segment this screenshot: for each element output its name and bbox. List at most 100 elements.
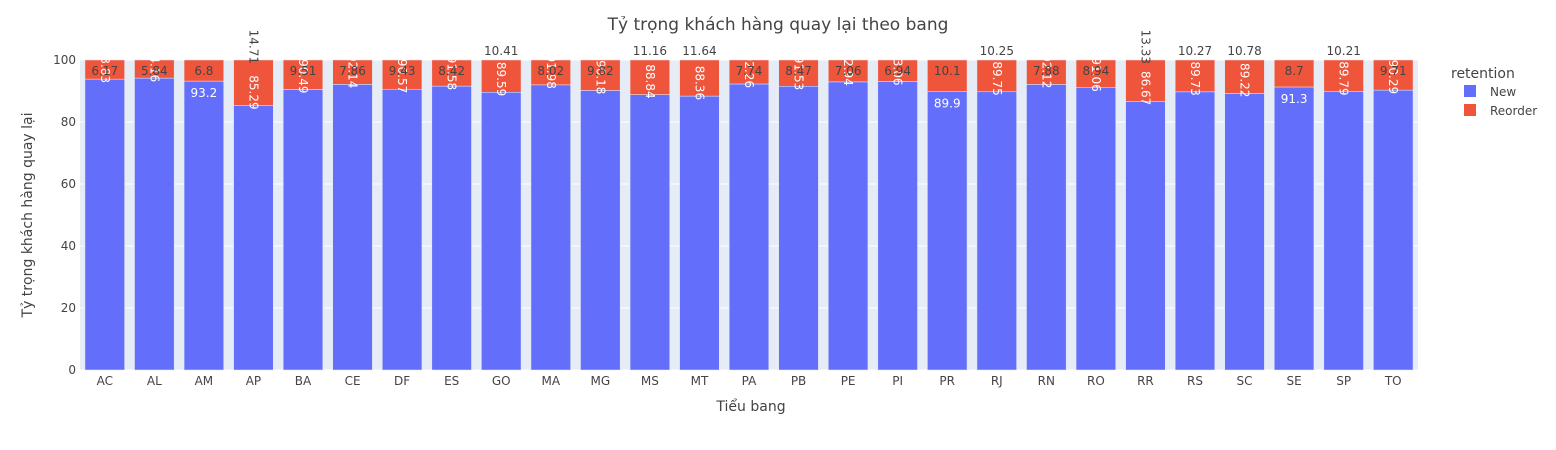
data-label-reorder: 9.43 xyxy=(389,64,416,78)
bar-reorder-ma[interactable] xyxy=(530,59,571,86)
bar-new-se[interactable] xyxy=(1274,86,1315,371)
data-label-new: 92.12 xyxy=(1039,54,1053,88)
bar-reorder-ac[interactable] xyxy=(84,59,125,80)
data-label-new: 93.83 xyxy=(98,49,112,83)
bar-new-rj[interactable] xyxy=(976,91,1017,371)
x-axis-ticks: AC AL AM AP BA CE DF ES GO MA MG MS MT PA PB PE PI PR RJ RN… xyxy=(97,374,1402,388)
bar-new-rr[interactable] xyxy=(1125,101,1166,371)
bar-new-ac[interactable] xyxy=(84,78,125,371)
x-tick-label: AP xyxy=(246,374,261,388)
bar-reorder-pe[interactable] xyxy=(828,59,869,83)
legend-item-reorder[interactable]: Reorder xyxy=(1464,104,1537,118)
data-label-reorder: 9.71 xyxy=(1380,64,1407,78)
bar-reorder-rn[interactable] xyxy=(1026,59,1067,85)
x-tick-label: SC xyxy=(1237,374,1253,388)
data-label-reorder: 5.84 xyxy=(141,64,168,78)
data-label-reorder: 7.74 xyxy=(736,64,763,78)
legend-title: retention xyxy=(1451,66,1515,82)
bar-new-ap[interactable] xyxy=(233,105,274,371)
x-tick-label: RJ xyxy=(991,374,1003,388)
x-tick-label: RO xyxy=(1087,374,1105,388)
bar-reorder-es[interactable] xyxy=(431,59,472,87)
bar-new-pe[interactable] xyxy=(828,81,869,371)
bar-new-mg[interactable] xyxy=(580,90,621,371)
x-tick-label: PE xyxy=(841,374,856,388)
bar-reorder-pr[interactable] xyxy=(927,59,968,92)
bar-new-ro[interactable] xyxy=(1075,87,1116,371)
data-label-new: 91.06 xyxy=(1089,57,1103,91)
data-label-reorder: 10.1 xyxy=(934,64,961,78)
bar-reorder-mg[interactable] xyxy=(580,59,621,91)
bar-reorder-to[interactable] xyxy=(1373,59,1414,91)
data-label-reorder: 10.27 xyxy=(1178,44,1212,58)
bar-reorder-ce[interactable] xyxy=(332,59,373,85)
bar-new-pi[interactable] xyxy=(877,81,918,371)
data-label-reorder: 6.8 xyxy=(194,64,213,78)
bar-reorder-rr[interactable] xyxy=(1125,59,1166,102)
bar-reorder-pb[interactable] xyxy=(778,59,819,87)
bar-reorder-ro[interactable] xyxy=(1075,59,1116,88)
bar-reorder-se[interactable] xyxy=(1274,59,1315,88)
bar-new-pr[interactable] xyxy=(927,91,968,371)
bar-new-al[interactable] xyxy=(134,77,175,371)
bar-reorder-rj[interactable] xyxy=(976,59,1017,93)
bar-reorder-am[interactable] xyxy=(183,59,224,82)
data-label-new: 91.3 xyxy=(1281,92,1308,106)
bar-new-df[interactable] xyxy=(382,88,423,371)
data-label-reorder: 8.47 xyxy=(785,64,812,78)
data-label-new: 89.79 xyxy=(1337,61,1351,95)
data-label-reorder: 8.94 xyxy=(1083,64,1110,78)
bar-reorder-al[interactable] xyxy=(134,59,175,79)
bar-new-pb[interactable] xyxy=(778,86,819,371)
data-label-reorder: 8.7 xyxy=(1285,64,1304,78)
data-label-reorder: 10.25 xyxy=(980,44,1014,58)
bar-new-rn[interactable] xyxy=(1026,84,1067,371)
bar-new-ba[interactable] xyxy=(282,89,324,371)
data-label-reorder: 9.51 xyxy=(290,64,317,78)
bar-reorder-ap[interactable] xyxy=(233,59,274,106)
bar-reorder-mt[interactable] xyxy=(679,59,720,97)
data-label-reorder: 8.42 xyxy=(438,64,465,78)
y-tick-label: 100 xyxy=(53,53,76,67)
data-label-reorder: 9.82 xyxy=(587,64,614,78)
data-label-new: 89.59 xyxy=(494,62,508,96)
bar-reorder-sc[interactable] xyxy=(1224,59,1265,94)
legend-item-new[interactable]: New xyxy=(1464,85,1516,99)
bar-new-es[interactable] xyxy=(431,85,472,371)
bar-reorder-ms[interactable] xyxy=(629,59,670,95)
data-label-new: 91.53 xyxy=(792,56,806,90)
bar-new-rs[interactable] xyxy=(1174,91,1216,371)
bar-new-ms[interactable] xyxy=(629,94,670,371)
bar-new-sc[interactable] xyxy=(1224,93,1265,371)
y-tick-label: 0 xyxy=(68,363,76,377)
y-tick-label: 80 xyxy=(61,115,76,129)
bar-reorder-rs[interactable] xyxy=(1174,59,1216,93)
bar-new-ma[interactable] xyxy=(530,84,571,371)
data-label-reorder: 6.17 xyxy=(91,64,118,78)
bar-reorder-pi[interactable] xyxy=(877,59,918,82)
bar-reorder-ba[interactable] xyxy=(282,59,324,90)
bar-new-sp[interactable] xyxy=(1323,91,1364,371)
legend[interactable]: retention New Reorder xyxy=(1451,66,1537,118)
bar-new-ce[interactable] xyxy=(332,84,373,371)
x-tick-label: MS xyxy=(641,374,659,388)
y-tick-label: 40 xyxy=(61,239,76,253)
data-label-reorder: 11.64 xyxy=(682,44,716,58)
bar-new-mt[interactable] xyxy=(679,95,720,371)
bar-new-to[interactable] xyxy=(1373,89,1414,371)
data-label-new: 94.16 xyxy=(147,48,161,82)
y-tick-label: 20 xyxy=(61,301,76,315)
data-label-reorder: 10.41 xyxy=(484,44,518,58)
chart-title: Tỷ trọng khách hàng quay lại theo bang xyxy=(607,15,949,35)
bar-reorder-df[interactable] xyxy=(382,59,423,90)
data-label-new: 90.18 xyxy=(593,60,607,94)
bar-new-am[interactable] xyxy=(183,80,224,371)
data-label-new: 93.2 xyxy=(191,86,218,100)
bar-reorder-sp[interactable] xyxy=(1323,59,1364,92)
bar-new-go[interactable] xyxy=(481,92,522,371)
bar-new-pa[interactable] xyxy=(728,83,770,371)
data-label-reorder: 10.21 xyxy=(1326,44,1360,58)
bar-reorder-go[interactable] xyxy=(481,59,522,93)
x-tick-label: DF xyxy=(394,374,410,388)
bar-reorder-pa[interactable] xyxy=(728,59,770,85)
